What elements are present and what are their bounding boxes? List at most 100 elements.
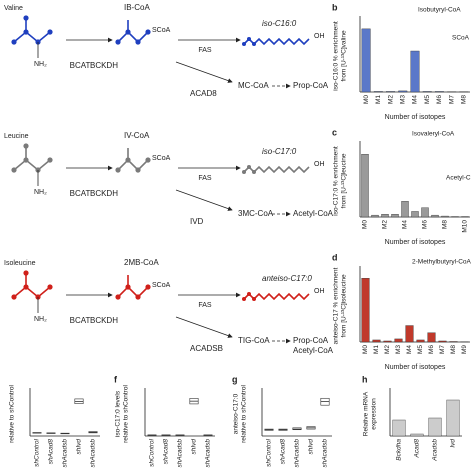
molecule-bond bbox=[117, 285, 149, 299]
x-tick-label: shControl bbox=[34, 438, 41, 466]
bar bbox=[428, 417, 442, 437]
connector bbox=[175, 316, 233, 338]
molecule-atom bbox=[47, 284, 53, 290]
bar bbox=[421, 207, 429, 218]
product: anteiso-C17:0 bbox=[262, 274, 312, 283]
bar bbox=[431, 214, 439, 218]
molecule-bond bbox=[13, 30, 51, 44]
molecule-atom bbox=[23, 15, 29, 21]
branch-product: MC-CoA bbox=[238, 81, 269, 90]
branch-product: Prop-CoA bbox=[293, 336, 329, 345]
bar bbox=[361, 278, 370, 343]
fas: FAS bbox=[198, 302, 212, 309]
bar bbox=[441, 215, 449, 218]
panel-label: g bbox=[232, 374, 238, 384]
annotation: Acetyl-C bbox=[446, 175, 471, 182]
y-axis-label: iso-C17:0 % enrichment bbox=[333, 146, 340, 216]
x-tick-label: M0 bbox=[363, 95, 370, 104]
x-tick-label: shControl bbox=[266, 438, 273, 466]
molecule-atom bbox=[135, 167, 141, 173]
x-tick-label: shIvd bbox=[191, 439, 198, 455]
x-axis-label: Number of isotopes bbox=[385, 364, 446, 371]
enzyme: BCKDH bbox=[90, 189, 118, 198]
x-tick-label: Acadsb bbox=[432, 439, 439, 462]
branch-product: TIG-CoA bbox=[238, 336, 270, 345]
y-axis-label: relative to shControl bbox=[123, 385, 130, 443]
x-tick-label: M8 bbox=[450, 345, 457, 354]
bar bbox=[361, 28, 371, 93]
bar bbox=[416, 339, 425, 343]
molecule-atom bbox=[135, 294, 141, 300]
molecule-atom bbox=[145, 284, 151, 290]
x-tick-label: shAcadsb bbox=[62, 439, 69, 468]
amino-acid: Leucine bbox=[4, 133, 29, 140]
bar bbox=[410, 50, 420, 93]
x-tick-label: M2 bbox=[382, 220, 389, 229]
branch-product: 3MC-CoA bbox=[238, 209, 274, 218]
amine: NH₂ bbox=[34, 316, 47, 323]
panel-label: h bbox=[362, 374, 368, 384]
x-tick-label: Bckdha bbox=[396, 439, 403, 461]
bar bbox=[446, 399, 460, 437]
x-tick-label: M2 bbox=[384, 345, 391, 354]
bar bbox=[422, 91, 432, 93]
x-tick-label: shAcadsb bbox=[90, 439, 97, 468]
branch-product: Acetyl-CoA bbox=[293, 346, 334, 355]
x-tick-label: M0 bbox=[362, 220, 369, 229]
molecule-atom bbox=[247, 165, 251, 169]
x-axis-label: Number of isotopes bbox=[385, 114, 446, 121]
x-tick-label: M6 bbox=[436, 95, 443, 104]
x-tick-label: M5 bbox=[417, 345, 424, 354]
enzyme: BCKDH bbox=[90, 61, 118, 70]
bar bbox=[386, 91, 396, 93]
molecule-bond bbox=[13, 285, 51, 299]
molecule-atom bbox=[242, 297, 246, 301]
amine: NH₂ bbox=[34, 61, 47, 68]
bar bbox=[361, 154, 369, 218]
x-tick-label: shAcadsb bbox=[205, 439, 212, 468]
molecule-atom bbox=[145, 157, 151, 163]
y-axis-label: Relative mRNA bbox=[363, 391, 370, 436]
bar bbox=[438, 340, 447, 343]
x-tick-label: shAcad8 bbox=[48, 439, 55, 465]
bar bbox=[394, 338, 403, 343]
panel-label: f bbox=[114, 374, 118, 384]
x-tick-label: M1 bbox=[373, 345, 380, 354]
panel-label: d bbox=[332, 252, 338, 262]
molecule-atom bbox=[23, 270, 29, 276]
x-axis-label: Number of isotopes bbox=[385, 239, 446, 246]
product: iso-C17:0 bbox=[262, 147, 297, 156]
annotation: Isovaleryl-CoA bbox=[412, 131, 455, 138]
thioester: SCoA bbox=[152, 155, 171, 162]
x-tick-label: M4 bbox=[406, 345, 413, 354]
y-axis-label: anteiso-C17 % enrichment bbox=[333, 268, 340, 345]
enzyme: BCAT bbox=[70, 316, 91, 325]
amino-acid: Valine bbox=[4, 5, 23, 12]
bar bbox=[391, 214, 399, 218]
annotation: SCoA bbox=[452, 35, 470, 42]
enzyme: BCKDH bbox=[90, 316, 118, 325]
x-tick-label: M3 bbox=[399, 95, 406, 104]
panel-label: b bbox=[332, 2, 338, 12]
bar bbox=[410, 433, 424, 437]
molecule-bond bbox=[117, 158, 149, 172]
molecule-atom bbox=[252, 42, 256, 46]
x-tick-label: M8 bbox=[461, 95, 468, 104]
y-axis-label: iso-C16:0 % enrichment bbox=[333, 21, 340, 91]
acid: OH bbox=[314, 288, 325, 295]
x-tick-label: shIvd bbox=[76, 439, 83, 455]
molecule-bond bbox=[117, 30, 149, 44]
x-tick-label: M4 bbox=[412, 95, 419, 104]
x-tick-label: M5 bbox=[424, 95, 431, 104]
x-tick-label: shAcad8 bbox=[163, 439, 170, 465]
bar bbox=[398, 90, 408, 93]
x-tick-label: M7 bbox=[448, 95, 455, 104]
fas: FAS bbox=[198, 47, 212, 54]
acid: OH bbox=[314, 33, 325, 40]
intermediate: 2MB-CoA bbox=[124, 258, 159, 267]
x-tick-label: M6 bbox=[422, 220, 429, 229]
bar bbox=[434, 91, 444, 93]
molecule-atom bbox=[242, 170, 246, 174]
connector bbox=[175, 61, 233, 83]
molecule-atom bbox=[145, 29, 151, 35]
